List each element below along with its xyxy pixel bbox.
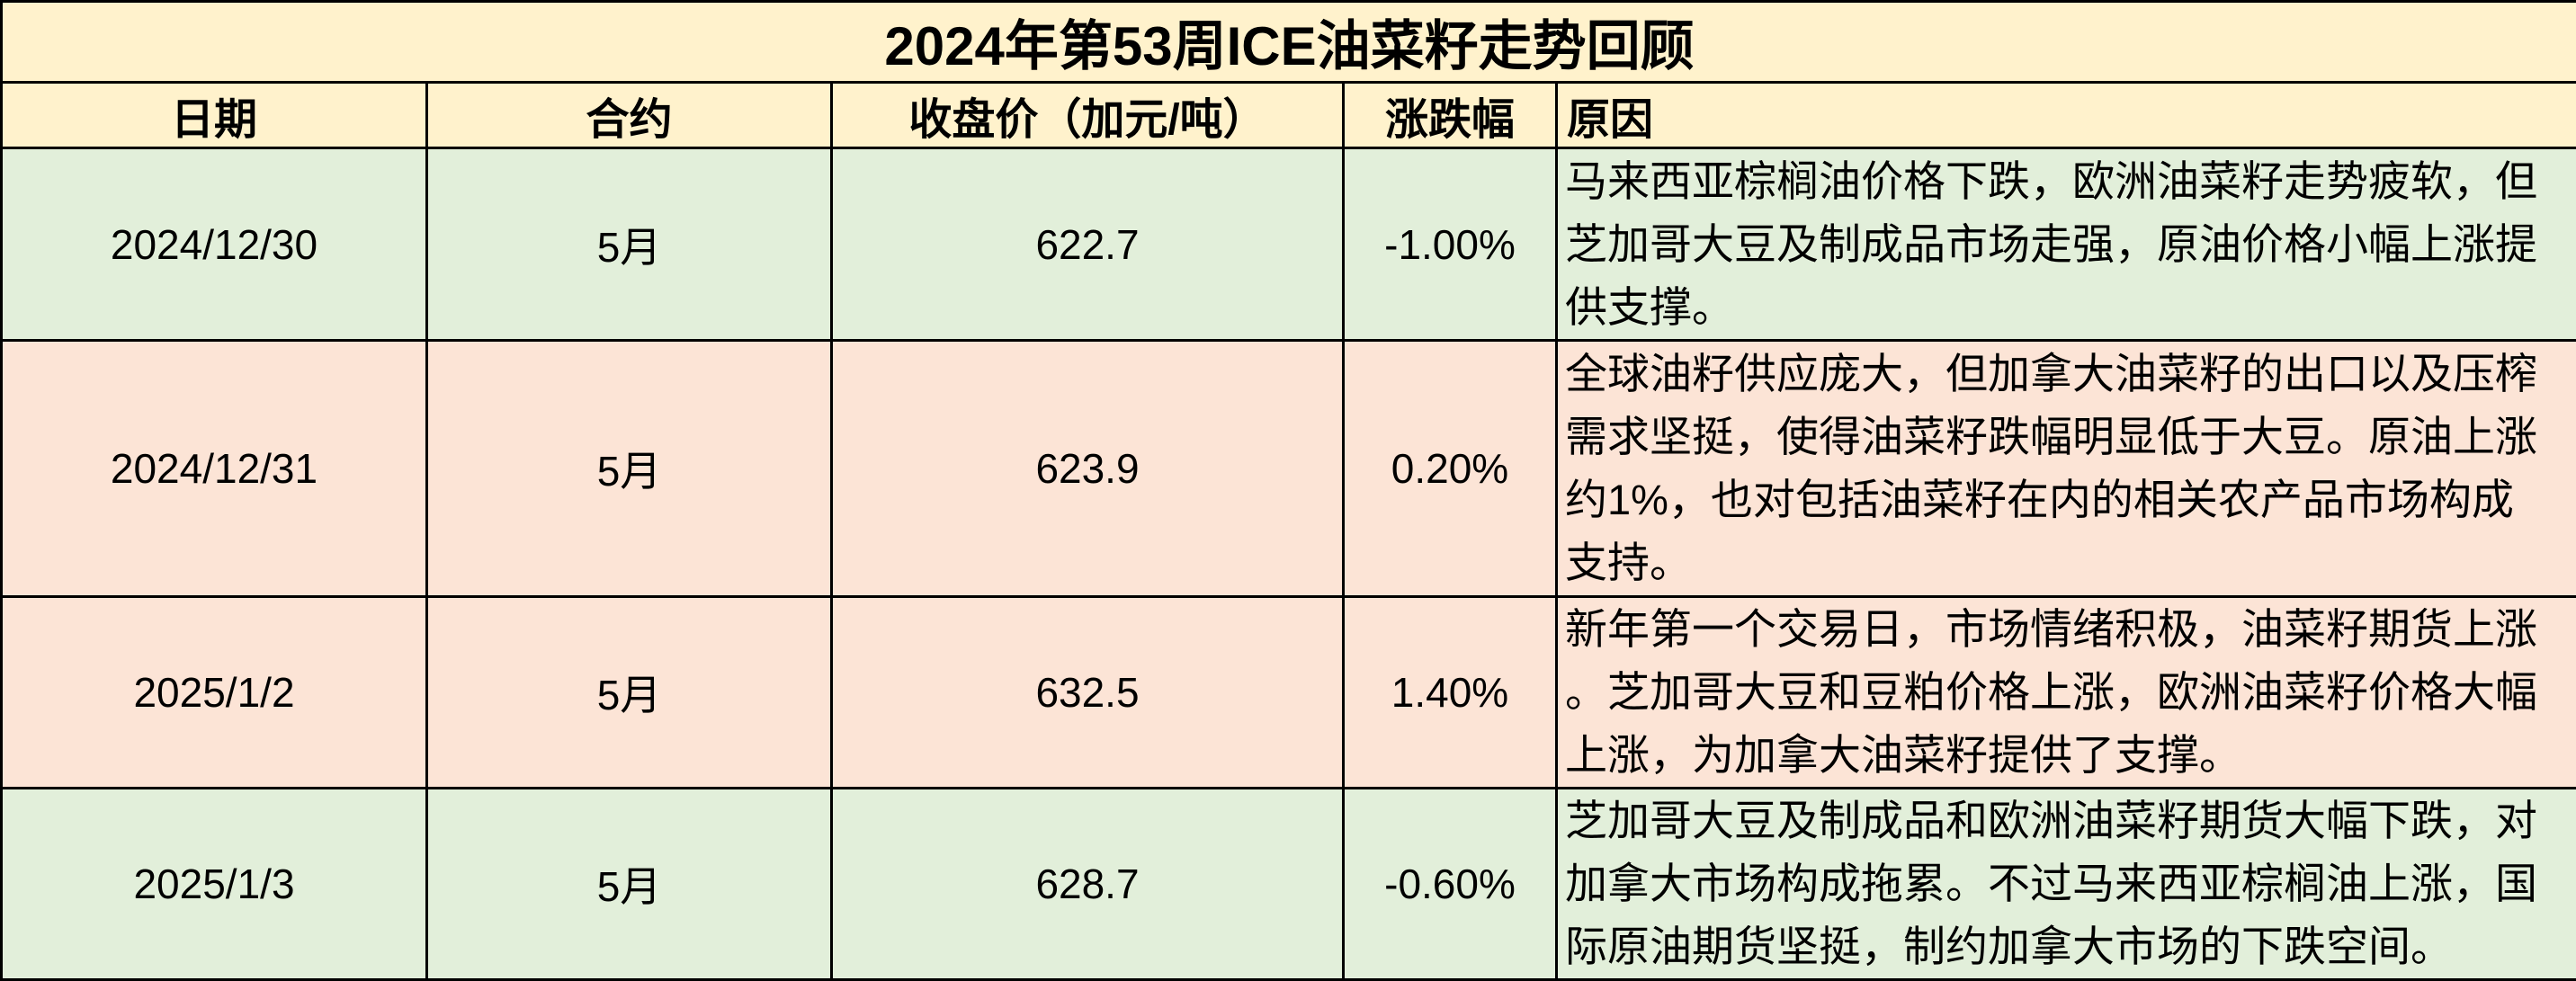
col-header-close-price: 收盘价（加元/吨） <box>832 83 1344 148</box>
col-header-date: 日期 <box>2 83 427 148</box>
cell-contract: 5月 <box>427 597 832 789</box>
cell-contract: 5月 <box>427 341 832 597</box>
table-row-2025-1-2: 2025/1/2 5月 632.5 1.40% 新年第一个交易日，市场情绪积极，… <box>2 597 2576 789</box>
header-row: 日期 合约 收盘价（加元/吨） 涨跌幅 原因 <box>2 83 2576 148</box>
cell-date: 2024/12/31 <box>2 341 427 597</box>
cell-close-price: 628.7 <box>832 789 1344 980</box>
cell-contract: 5月 <box>427 789 832 980</box>
cell-reason: 新年第一个交易日，市场情绪积极，油菜籽期货上涨 。芝加哥大豆和豆粕价格上涨，欧洲… <box>1557 597 2576 789</box>
table-title: 2024年第53周ICE油菜籽走势回顾 <box>2 2 2576 83</box>
cell-reason: 全球油籽供应庞大，但加拿大油菜籽的出口以及压榨 需求坚挺，使得油菜籽跌幅明显低于… <box>1557 341 2576 597</box>
cell-close-price: 622.7 <box>832 148 1344 341</box>
table-row-2025-1-3: 2025/1/3 5月 628.7 -0.60% 芝加哥大豆及制成品和欧洲油菜籽… <box>2 789 2576 980</box>
cell-change-percent: 0.20% <box>1344 341 1557 597</box>
col-header-contract: 合约 <box>427 83 832 148</box>
table-row-2024-12-31: 2024/12/31 5月 623.9 0.20% 全球油籽供应庞大，但加拿大油… <box>2 341 2576 597</box>
cell-reason: 芝加哥大豆及制成品和欧洲油菜籽期货大幅下跌，对 加拿大市场构成拖累。不过马来西亚… <box>1557 789 2576 980</box>
cell-change-percent: 1.40% <box>1344 597 1557 789</box>
cell-reason: 马来西亚棕榈油价格下跌，欧洲油菜籽走势疲软，但 芝加哥大豆及制成品市场走强，原油… <box>1557 148 2576 341</box>
cell-close-price: 623.9 <box>832 341 1344 597</box>
cell-date: 2024/12/30 <box>2 148 427 341</box>
cell-change-percent: -1.00% <box>1344 148 1557 341</box>
cell-change-percent: -0.60% <box>1344 789 1557 980</box>
col-header-change: 涨跌幅 <box>1344 83 1557 148</box>
table-row-2024-12-30: 2024/12/30 5月 622.7 -1.00% 马来西亚棕榈油价格下跌，欧… <box>2 148 2576 341</box>
cell-date: 2025/1/2 <box>2 597 427 789</box>
cell-date: 2025/1/3 <box>2 789 427 980</box>
cell-close-price: 632.5 <box>832 597 1344 789</box>
col-header-reason: 原因 <box>1557 83 2576 148</box>
cell-contract: 5月 <box>427 148 832 341</box>
title-row: 2024年第53周ICE油菜籽走势回顾 <box>2 2 2576 83</box>
